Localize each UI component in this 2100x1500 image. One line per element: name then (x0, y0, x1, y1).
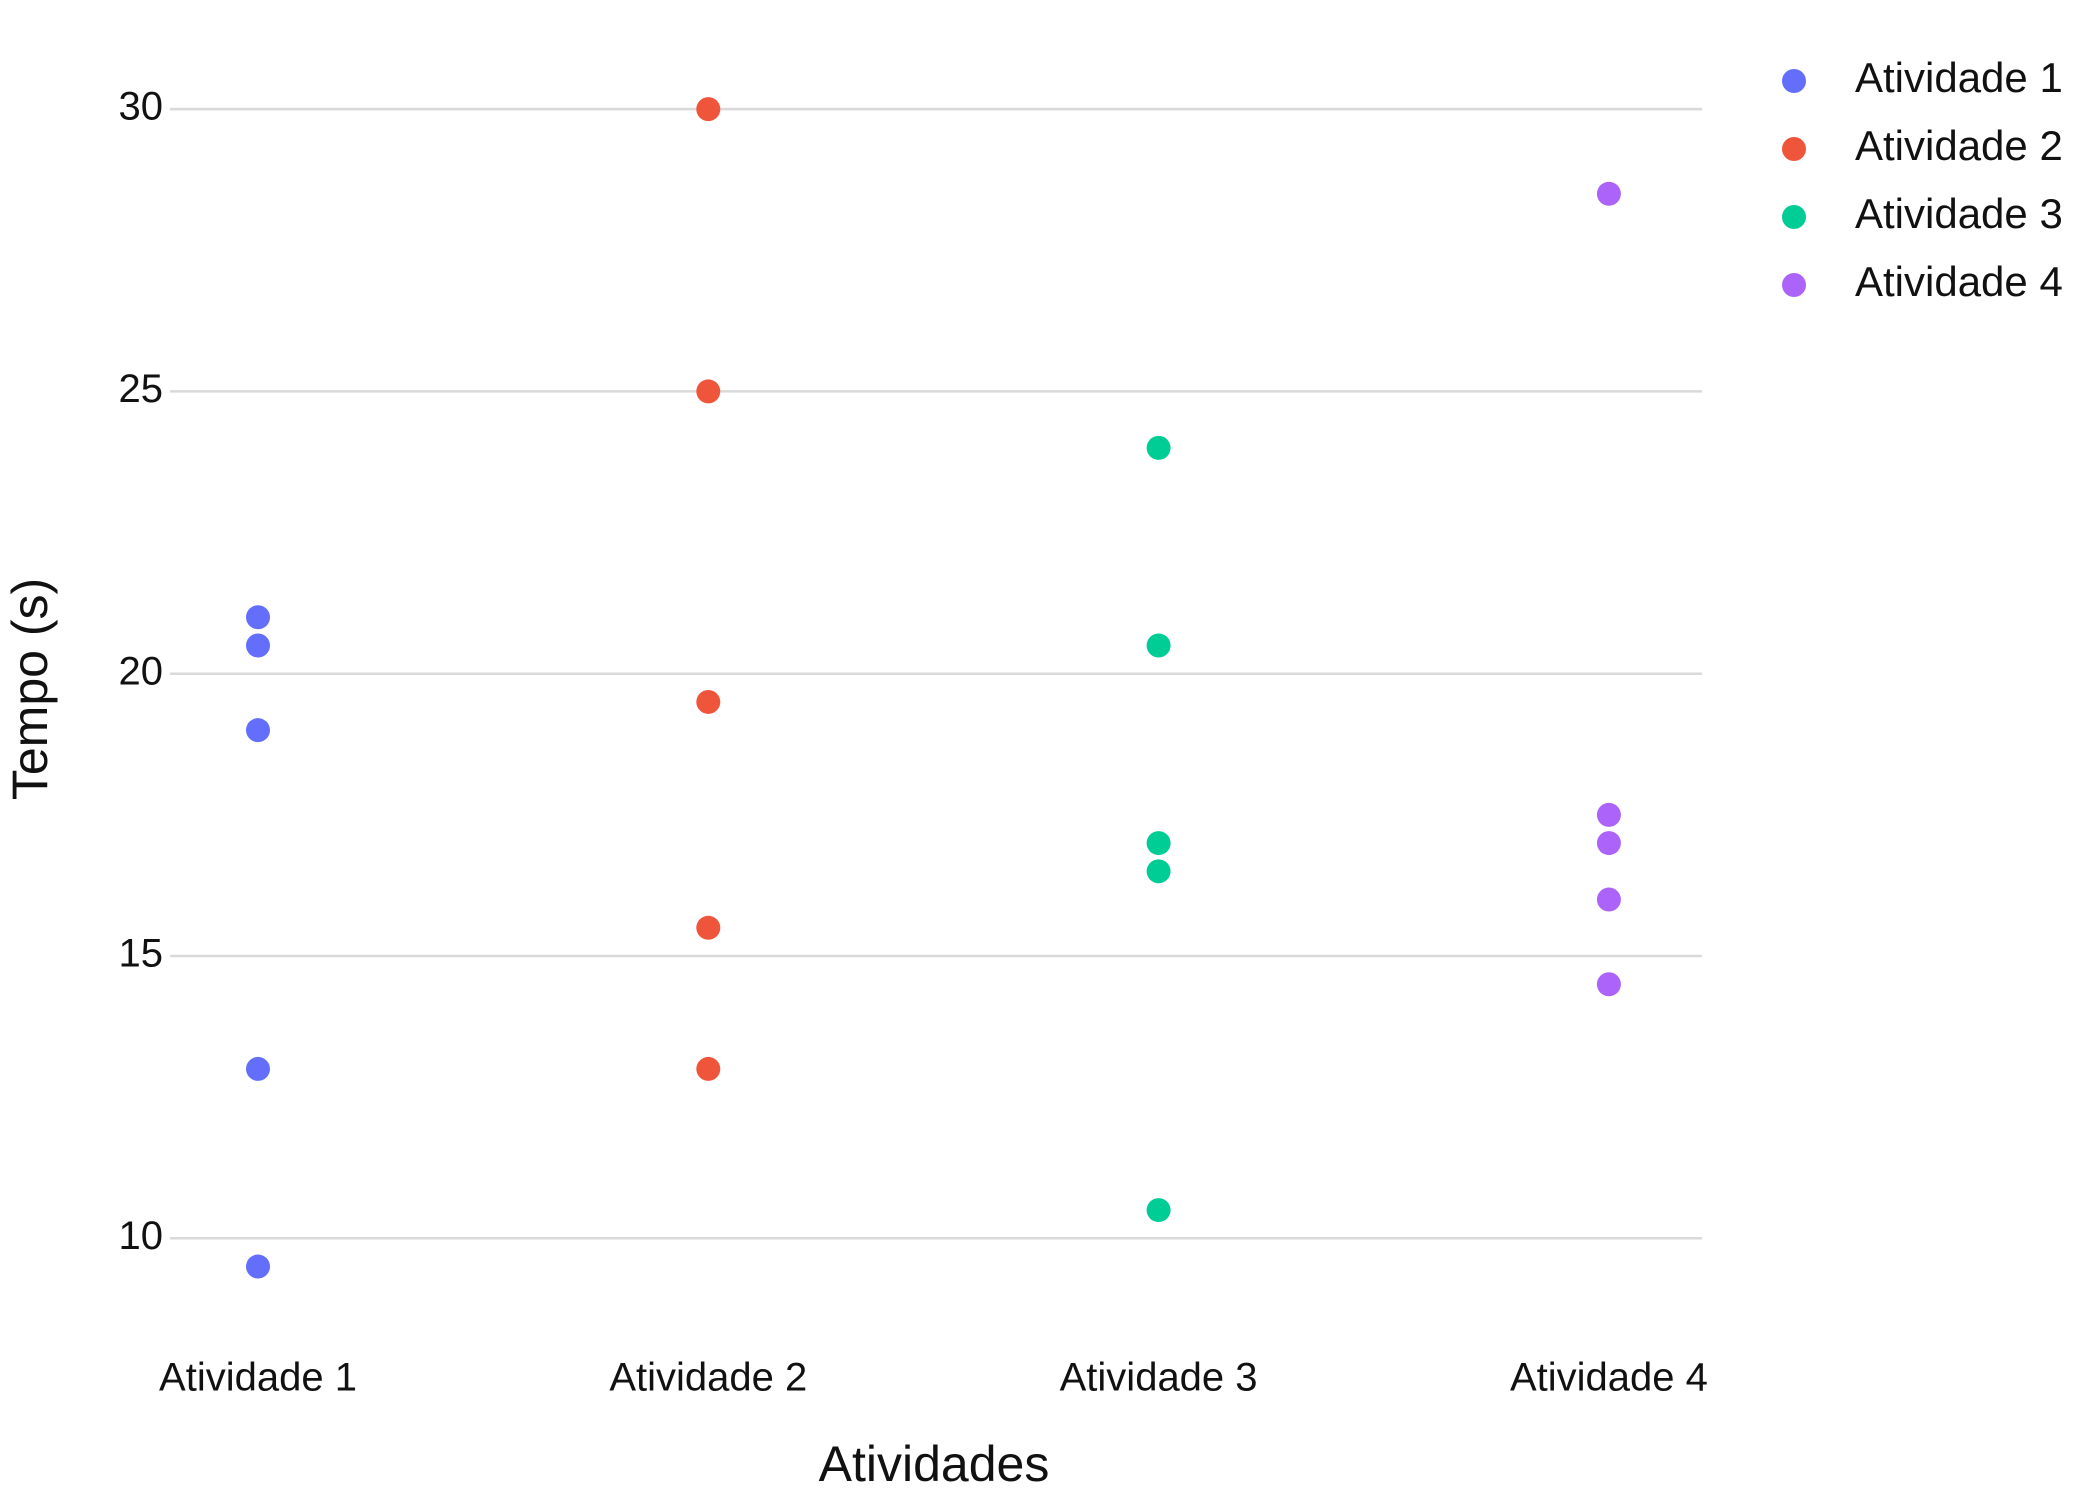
point (1146, 633, 1171, 658)
point (696, 915, 721, 940)
point (1596, 887, 1621, 912)
point (246, 1254, 270, 1279)
legend-label: Atividade 3 (1855, 190, 2063, 237)
legend-label: Atividade 2 (1855, 122, 2063, 169)
x-axis-title: Atividades (819, 1436, 1050, 1492)
legend-label: Atividade 1 (1855, 54, 2063, 101)
point (1146, 831, 1171, 856)
point (1596, 181, 1621, 206)
x-tick-label: Atividade 2 (609, 1356, 807, 1400)
y-tick-label: 20 (119, 649, 164, 693)
point (246, 1056, 270, 1081)
y-axis-title: Tempo (s) (2, 578, 58, 800)
point (1146, 435, 1171, 460)
point (246, 633, 270, 658)
y-tick-label: 15 (119, 932, 164, 976)
point (696, 1056, 721, 1081)
point (1596, 802, 1621, 827)
legend-marker (1782, 137, 1806, 161)
point (1146, 859, 1171, 884)
x-tick-label: Atividade 1 (159, 1356, 357, 1400)
point (1596, 831, 1621, 856)
point (246, 605, 270, 630)
point (1596, 972, 1621, 997)
legend-marker (1782, 273, 1806, 297)
point (1146, 1198, 1171, 1223)
point (696, 379, 721, 404)
y-tick-label: 30 (119, 85, 164, 129)
y-tick-label: 25 (119, 367, 164, 411)
legend-label: Atividade 4 (1855, 258, 2063, 305)
y-tick-label: 10 (119, 1214, 164, 1258)
x-tick-label: Atividade 3 (1060, 1356, 1258, 1400)
x-tick-label: Atividade 4 (1510, 1356, 1708, 1400)
point (696, 689, 721, 714)
legend-marker (1782, 205, 1806, 229)
legend-marker (1782, 69, 1806, 93)
point (696, 97, 721, 122)
point (246, 718, 270, 743)
